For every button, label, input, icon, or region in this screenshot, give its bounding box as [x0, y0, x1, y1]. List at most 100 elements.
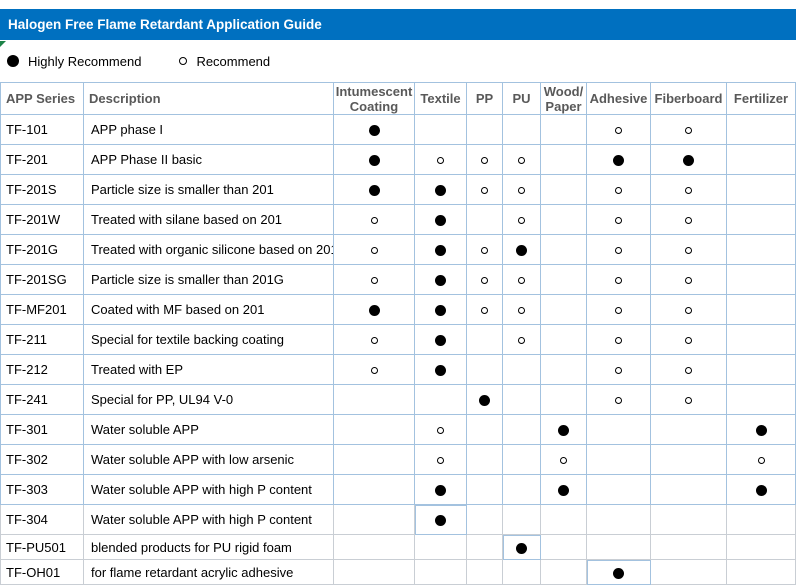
cell-mark-textile[interactable] [415, 535, 467, 560]
cell-description[interactable]: Water soluble APP with high P content [84, 475, 334, 505]
cell-mark-fertilizer[interactable] [727, 265, 796, 295]
column-header-textile[interactable]: Textile [415, 82, 467, 115]
cell-mark-pp[interactable] [467, 265, 503, 295]
cell-description[interactable]: Treated with silane based on 201 [84, 205, 334, 235]
cell-mark-adhesive[interactable] [587, 475, 651, 505]
cell-mark-intumescent-coating[interactable] [334, 265, 415, 295]
cell-series[interactable]: TF-301 [0, 415, 84, 445]
cell-mark-adhesive[interactable] [587, 535, 651, 560]
cell-mark-pp[interactable] [467, 355, 503, 385]
cell-mark-pu[interactable] [503, 205, 541, 235]
cell-mark-wood-paper[interactable] [541, 535, 587, 560]
cell-mark-fiberboard[interactable] [651, 475, 727, 505]
cell-mark-fiberboard[interactable] [651, 325, 727, 355]
cell-mark-textile[interactable] [415, 325, 467, 355]
cell-description[interactable]: Special for textile backing coating [84, 325, 334, 355]
cell-mark-textile[interactable] [415, 445, 467, 475]
cell-description[interactable]: blended products for PU rigid foam [84, 535, 334, 560]
cell-mark-intumescent-coating[interactable] [334, 355, 415, 385]
cell-mark-fertilizer[interactable] [727, 205, 796, 235]
cell-mark-pu[interactable] [503, 175, 541, 205]
cell-mark-adhesive[interactable] [587, 115, 651, 145]
cell-description[interactable]: Water soluble APP [84, 415, 334, 445]
column-header-adhesive[interactable]: Adhesive [587, 82, 651, 115]
cell-description[interactable]: Treated with organic silicone based on 2… [84, 235, 334, 265]
cell-mark-fertilizer[interactable] [727, 445, 796, 475]
cell-mark-pu[interactable] [503, 115, 541, 145]
cell-mark-intumescent-coating[interactable] [334, 145, 415, 175]
cell-mark-fiberboard[interactable] [651, 145, 727, 175]
cell-series[interactable]: TF-302 [0, 445, 84, 475]
cell-series[interactable]: TF-201G [0, 235, 84, 265]
cell-mark-textile[interactable] [415, 175, 467, 205]
cell-mark-textile[interactable] [415, 205, 467, 235]
cell-mark-fiberboard[interactable] [651, 235, 727, 265]
cell-description[interactable]: Particle size is smaller than 201 [84, 175, 334, 205]
cell-mark-wood-paper[interactable] [541, 115, 587, 145]
cell-mark-adhesive[interactable] [587, 385, 651, 415]
cell-mark-intumescent-coating[interactable] [334, 325, 415, 355]
cell-mark-fiberboard[interactable] [651, 205, 727, 235]
cell-mark-textile[interactable] [415, 145, 467, 175]
cell-mark-pp[interactable] [467, 145, 503, 175]
cell-mark-textile[interactable] [415, 475, 467, 505]
cell-series[interactable]: TF-201S [0, 175, 84, 205]
column-header-pu[interactable]: PU [503, 82, 541, 115]
cell-mark-adhesive[interactable] [587, 355, 651, 385]
cell-mark-intumescent-coating[interactable] [334, 385, 415, 415]
cell-mark-wood-paper[interactable] [541, 265, 587, 295]
cell-mark-pu[interactable] [503, 385, 541, 415]
cell-mark-adhesive[interactable] [587, 295, 651, 325]
cell-mark-fertilizer[interactable] [727, 385, 796, 415]
cell-series[interactable]: TF-212 [0, 355, 84, 385]
cell-mark-pp[interactable] [467, 535, 503, 560]
cell-series[interactable]: TF-101 [0, 115, 84, 145]
cell-description[interactable]: for flame retardant acrylic adhesive [84, 560, 334, 585]
cell-series[interactable]: TF-OH01 [0, 560, 84, 585]
cell-mark-pu[interactable] [503, 560, 541, 585]
cell-mark-intumescent-coating[interactable] [334, 415, 415, 445]
cell-series[interactable]: TF-241 [0, 385, 84, 415]
cell-mark-pu[interactable] [503, 445, 541, 475]
cell-mark-textile[interactable] [415, 295, 467, 325]
cell-series[interactable]: TF-201W [0, 205, 84, 235]
cell-mark-adhesive[interactable] [587, 145, 651, 175]
cell-mark-adhesive[interactable] [587, 505, 651, 535]
cell-mark-pu[interactable] [503, 235, 541, 265]
cell-mark-intumescent-coating[interactable] [334, 205, 415, 235]
cell-mark-fertilizer[interactable] [727, 535, 796, 560]
cell-mark-pu[interactable] [503, 415, 541, 445]
cell-mark-fertilizer[interactable] [727, 560, 796, 585]
cell-mark-textile[interactable] [415, 415, 467, 445]
cell-series[interactable]: TF-201 [0, 145, 84, 175]
cell-mark-fiberboard[interactable] [651, 415, 727, 445]
cell-description[interactable]: Water soluble APP with low arsenic [84, 445, 334, 475]
cell-mark-pu[interactable] [503, 295, 541, 325]
column-header-intumescent-coating[interactable]: Intumescent Coating [334, 82, 415, 115]
cell-mark-wood-paper[interactable] [541, 415, 587, 445]
cell-mark-textile[interactable] [415, 115, 467, 145]
cell-mark-textile[interactable] [415, 505, 467, 535]
cell-mark-pp[interactable] [467, 295, 503, 325]
cell-mark-intumescent-coating[interactable] [334, 175, 415, 205]
cell-mark-fiberboard[interactable] [651, 505, 727, 535]
cell-description[interactable]: Special for PP, UL94 V-0 [84, 385, 334, 415]
cell-mark-fiberboard[interactable] [651, 535, 727, 560]
cell-series[interactable]: TF-211 [0, 325, 84, 355]
cell-mark-wood-paper[interactable] [541, 295, 587, 325]
cell-mark-intumescent-coating[interactable] [334, 475, 415, 505]
cell-mark-fertilizer[interactable] [727, 475, 796, 505]
cell-mark-adhesive[interactable] [587, 175, 651, 205]
cell-mark-fertilizer[interactable] [727, 175, 796, 205]
cell-mark-adhesive[interactable] [587, 265, 651, 295]
cell-mark-wood-paper[interactable] [541, 385, 587, 415]
cell-mark-fertilizer[interactable] [727, 505, 796, 535]
cell-mark-wood-paper[interactable] [541, 325, 587, 355]
cell-description[interactable]: APP Phase II basic [84, 145, 334, 175]
cell-mark-fiberboard[interactable] [651, 265, 727, 295]
cell-mark-fertilizer[interactable] [727, 295, 796, 325]
cell-mark-fertilizer[interactable] [727, 115, 796, 145]
cell-mark-pp[interactable] [467, 325, 503, 355]
cell-mark-intumescent-coating[interactable] [334, 560, 415, 585]
cell-mark-fiberboard[interactable] [651, 385, 727, 415]
